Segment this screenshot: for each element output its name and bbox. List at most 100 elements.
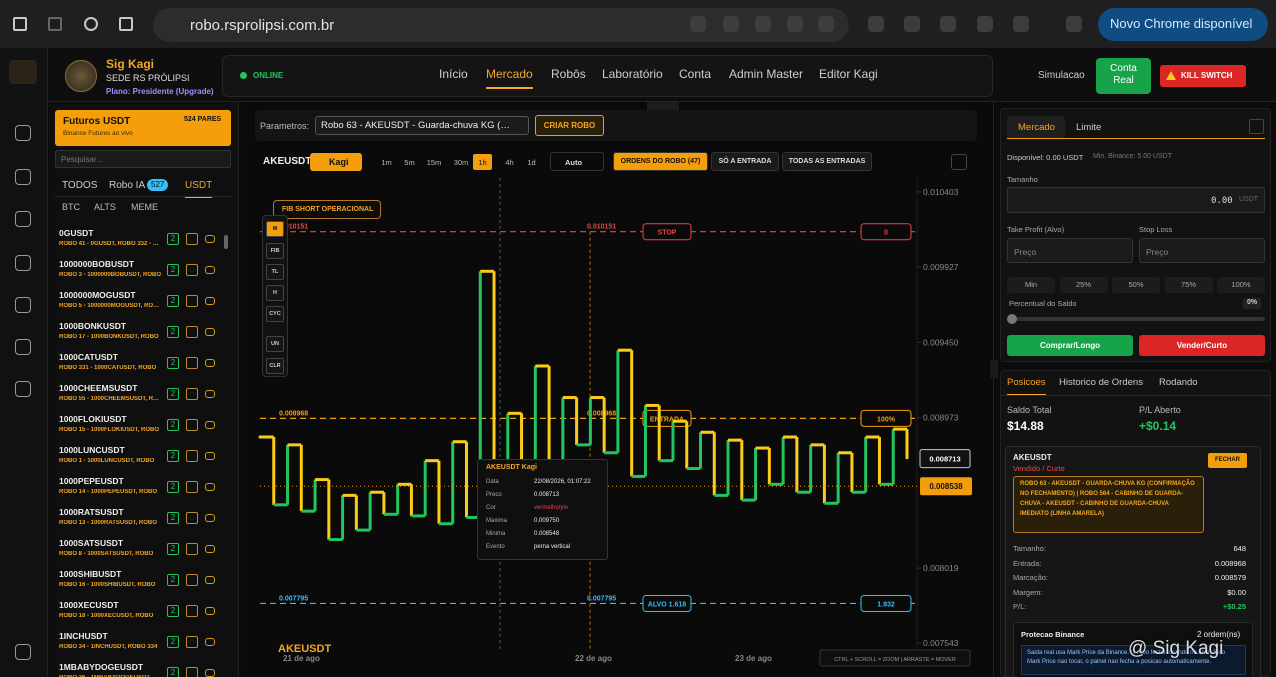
positions-tab[interactable]: Historico de Ordens [1059, 377, 1143, 388]
pair-symbol[interactable]: 1000LUNCUSDT [59, 445, 125, 455]
pair-robot[interactable] [205, 328, 215, 336]
pair-symbol[interactable]: 1000XECUSDT [59, 600, 119, 610]
nav-item[interactable]: Admin Master [729, 67, 804, 81]
slider-thumb[interactable] [1007, 314, 1017, 324]
pair-add[interactable] [186, 574, 198, 586]
chart-type[interactable]: Kagi [310, 153, 362, 171]
pair-add[interactable] [186, 605, 198, 617]
pair-symbol[interactable]: 1000PEPEUSDT [59, 476, 124, 486]
sidebar-icon[interactable] [15, 125, 31, 141]
pair-badge[interactable]: 2 [167, 636, 179, 648]
order-tab[interactable]: Limite [1076, 122, 1102, 133]
pair-robot[interactable] [205, 421, 215, 429]
pair-symbol[interactable]: 1000000MOGUSDT [59, 290, 136, 300]
fullscreen[interactable] [951, 154, 967, 170]
pair-symbol[interactable]: 1000BONKUSDT [59, 321, 127, 331]
nav-item[interactable]: Início [439, 67, 468, 81]
nav-item[interactable]: Robôs [551, 67, 586, 81]
pair-robot[interactable] [205, 638, 215, 646]
pair-badge[interactable]: 2 [167, 264, 179, 276]
price-input[interactable]: Preço [1139, 238, 1265, 263]
pair-symbol[interactable]: 1000RATSUSDT [59, 507, 124, 517]
pair-tab[interactable]: USDT [185, 180, 213, 198]
pair-subtab[interactable]: BTC [62, 202, 80, 212]
pair-badge[interactable]: 2 [167, 512, 179, 524]
browser-button[interactable] [13, 17, 27, 31]
pair-badge[interactable]: 2 [167, 233, 179, 245]
pair-robot[interactable] [205, 390, 215, 398]
pair-robot[interactable] [205, 576, 215, 584]
pair-add[interactable] [186, 233, 198, 245]
pair-badge[interactable]: 2 [167, 667, 179, 677]
nav-item[interactable]: Conta [679, 67, 712, 81]
pair-symbol[interactable]: 1000CHEEMSUSDT [59, 383, 138, 393]
pair-symbol[interactable]: 1000CATUSDT [59, 352, 118, 362]
pair-badge[interactable]: 2 [167, 388, 179, 400]
mode-label[interactable]: Simulacao [1038, 70, 1085, 81]
sidebar-icon[interactable] [15, 381, 31, 397]
tool-button[interactable]: CYC [266, 306, 284, 322]
pair-badge[interactable]: 2 [167, 481, 179, 493]
pair-tab[interactable]: TODOS [62, 180, 98, 191]
sidebar-icon[interactable] [15, 255, 31, 271]
percent-button[interactable]: 100% [1217, 277, 1265, 293]
pair-robot[interactable] [205, 266, 215, 274]
tool-button[interactable]: UN [266, 336, 284, 352]
browser-button[interactable] [48, 17, 62, 31]
toolbar-icon[interactable] [787, 16, 803, 32]
pair-symbol[interactable]: 1MBABYDOGEUSDT [59, 662, 144, 672]
pair-add[interactable] [186, 357, 198, 369]
pair-robot[interactable] [205, 359, 215, 367]
pair-add[interactable] [186, 326, 198, 338]
toolbar-icon[interactable] [818, 16, 834, 32]
pair-add[interactable] [186, 450, 198, 462]
percent-button[interactable]: 50% [1112, 277, 1160, 293]
browser-button[interactable] [119, 17, 133, 31]
update-button[interactable]: Novo Chrome disponível [1098, 8, 1268, 41]
tool-button[interactable]: FIB [266, 243, 284, 259]
nav-item[interactable]: Editor Kagi [819, 67, 878, 81]
slider-track[interactable] [1011, 317, 1265, 321]
sell-button[interactable]: Vender/Curto [1139, 335, 1265, 356]
positions-tab[interactable]: Rodando [1159, 377, 1198, 388]
pair-robot[interactable] [205, 452, 215, 460]
timeframe[interactable]: 30m [453, 158, 469, 167]
pair-badge[interactable]: 2 [167, 295, 179, 307]
timeframe[interactable]: 1d [527, 158, 536, 167]
nav-item[interactable]: Laboratório [602, 67, 663, 81]
price-input[interactable]: Preço [1007, 238, 1133, 263]
positions-tab[interactable]: Posicoes [1007, 377, 1046, 396]
pair-add[interactable] [186, 667, 198, 677]
sidebar-icon[interactable] [15, 339, 31, 355]
pair-robot[interactable] [205, 514, 215, 522]
pair-symbol[interactable]: 1INCHUSDT [59, 631, 108, 641]
toolbar-icon[interactable] [723, 16, 739, 32]
pair-tab[interactable]: Robo IA [109, 180, 146, 191]
pair-robot[interactable] [205, 545, 215, 553]
pair-badge[interactable]: 2 [167, 574, 179, 586]
toolbar-icon[interactable] [868, 16, 884, 32]
pair-robot[interactable] [205, 297, 215, 305]
order-tab[interactable]: ORDENS DO ROBO (47) [613, 152, 708, 171]
tool-button[interactable]: H [266, 285, 284, 301]
order-tab[interactable]: SÓ A ENTRADA [711, 152, 779, 171]
buy-button[interactable]: Comprar/Longo [1007, 335, 1133, 356]
timeframe[interactable]: 1h [473, 154, 492, 170]
toolbar-icon[interactable] [1013, 16, 1029, 32]
pair-subtab[interactable]: ALTS [94, 202, 116, 212]
pair-robot[interactable] [205, 607, 215, 615]
pair-badge[interactable]: 2 [167, 419, 179, 431]
sidebar-icon[interactable] [15, 211, 31, 227]
order-tab[interactable]: TODAS AS ENTRADAS [782, 152, 872, 171]
nav-item[interactable]: Mercado [486, 67, 533, 89]
pair-robot[interactable] [205, 483, 215, 491]
pair-subtab[interactable]: MEME [131, 202, 158, 212]
real-account-button[interactable]: Conta Real [1096, 58, 1151, 94]
browser-button[interactable] [84, 17, 98, 31]
plan[interactable]: Plano: Presidente (Upgrade) [106, 87, 214, 96]
sidebar-icon[interactable] [15, 644, 31, 660]
pair-robot[interactable] [205, 235, 215, 243]
percent-button[interactable]: 75% [1164, 277, 1213, 293]
market-card[interactable] [55, 110, 231, 146]
collapse-button[interactable] [1249, 119, 1264, 134]
